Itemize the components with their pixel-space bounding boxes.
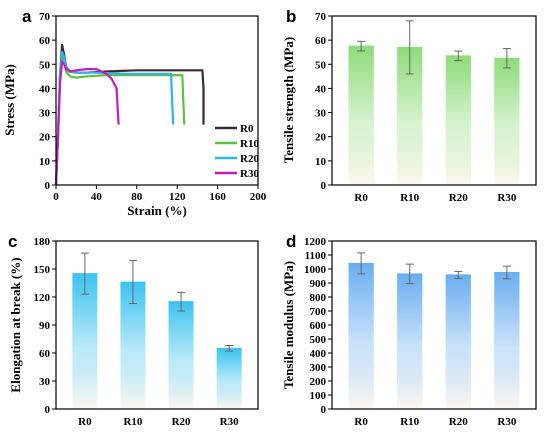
legend-label-R10: R10: [240, 138, 259, 150]
y-tick-label: 1100: [305, 250, 327, 262]
y-tick-label: 0: [321, 404, 327, 416]
x-category-label-R20: R20: [449, 192, 468, 204]
panel-c-elongation-chart: c 0 30 60 90 120 150 180 Elongation at break (%)…: [8, 232, 259, 428]
y-tick-label: 70: [315, 11, 327, 23]
y-tick-label: 60: [39, 35, 51, 47]
panel-label-b: b: [286, 7, 296, 26]
y-tick-label: 0: [321, 180, 327, 192]
y-tick-label: 40: [315, 83, 327, 95]
y-tick-label: 0: [45, 180, 51, 192]
y-tick-label: 300: [310, 362, 327, 374]
y-tick-label: 0: [45, 404, 51, 416]
plot-frame: [331, 240, 537, 410]
legend-label-R0: R0: [240, 123, 254, 135]
y-tick-label: 70: [39, 11, 51, 23]
bar-R0: [72, 273, 98, 409]
x-category-label-R20: R20: [172, 416, 191, 428]
y-axis-label: Stress (MPa): [2, 64, 17, 136]
panel-label-d: d: [286, 232, 296, 251]
y-axis-label: Elongation at break (%): [8, 257, 23, 392]
panel-d-tensile-modulus-chart: d 0 100 200 300 400 500 600 700 800 900 1000 1100 120…: [281, 232, 537, 428]
y-tick-label: 10: [39, 156, 51, 168]
legend-label-R20: R20: [240, 153, 259, 165]
y-tick-label: 60: [39, 348, 51, 360]
plot-frame: [55, 15, 259, 186]
y-tick-label: 180: [34, 236, 51, 248]
x-category-label-R30: R30: [497, 192, 516, 204]
x-category-label-R0: R0: [354, 416, 368, 428]
x-tick-label: 0: [53, 191, 59, 203]
y-tick-label: 150: [34, 264, 51, 276]
y-tick-label: 90: [39, 320, 51, 332]
x-category-label-R30: R30: [497, 416, 516, 428]
bar-R30: [494, 58, 520, 185]
y-tick-label: 1000: [304, 264, 327, 276]
plot-frame: [55, 240, 259, 410]
y-tick-label: 20: [39, 132, 51, 144]
bar-R20: [168, 301, 194, 409]
y-tick-label: 1200: [304, 236, 327, 248]
y-axis-label: Tensile strength (MPa): [281, 37, 296, 163]
y-tick-label: 60: [315, 35, 327, 47]
y-tick-label: 800: [310, 292, 327, 304]
y-axis-label: Tensile modulus (MPa): [281, 261, 296, 389]
legend-label-R30: R30: [240, 168, 259, 180]
x-tick-label: 80: [131, 191, 143, 203]
x-tick-label: 40: [91, 191, 103, 203]
bar-R20: [445, 55, 471, 186]
y-tick-label: 500: [310, 334, 327, 346]
y-tick-label: 700: [310, 306, 327, 318]
x-tick-label: 200: [250, 191, 267, 203]
y-tick-label: 50: [39, 59, 51, 71]
plot-frame: [331, 15, 537, 186]
x-category-label-R20: R20: [449, 416, 468, 428]
panel-label-c: c: [8, 232, 17, 251]
y-tick-label: 50: [315, 59, 327, 71]
y-tick-label: 400: [310, 348, 327, 360]
bar-R30: [494, 272, 520, 409]
y-tick-label: 20: [315, 132, 327, 144]
x-tick-label: 120: [169, 191, 186, 203]
bar-R0: [348, 46, 374, 185]
y-tick-label: 200: [310, 376, 327, 388]
y-tick-label: 100: [310, 390, 327, 402]
panel-a-stress-strain-chart: a 0 10 20 30 40 50 60 70 Stress (MPa) 0 40 80 120 160 2…: [2, 7, 267, 218]
panel-b-tensile-strength-chart: b 0 10 20 30 40 50 60 70 Tensile strength (MPa) R0…: [281, 7, 537, 204]
y-tick-label: 120: [34, 292, 51, 304]
y-tick-label: 30: [315, 108, 327, 120]
panel-label-a: a: [22, 7, 32, 26]
y-tick-label: 600: [310, 320, 327, 332]
bar-R20: [445, 274, 471, 409]
y-tick-label: 900: [310, 278, 327, 290]
bar-R10: [397, 273, 423, 409]
x-category-label-R10: R10: [123, 416, 142, 428]
x-category-label-R10: R10: [400, 192, 419, 204]
x-tick-label: 160: [209, 191, 226, 203]
y-tick-label: 30: [39, 108, 51, 120]
bar-R0: [348, 263, 374, 409]
y-tick-label: 30: [39, 376, 51, 388]
y-tick-label: 10: [315, 156, 327, 168]
series-line-R0: [54, 43, 205, 186]
x-category-label-R30: R30: [220, 416, 239, 428]
bar-R30: [216, 348, 242, 409]
series-line-R10: [54, 55, 186, 186]
y-tick-label: 40: [39, 83, 51, 95]
series-line-R30: [54, 60, 120, 186]
x-category-label-R0: R0: [78, 416, 92, 428]
x-category-label-R0: R0: [354, 192, 368, 204]
x-axis-label: Strain (%): [127, 203, 187, 218]
x-category-label-R10: R10: [400, 416, 419, 428]
